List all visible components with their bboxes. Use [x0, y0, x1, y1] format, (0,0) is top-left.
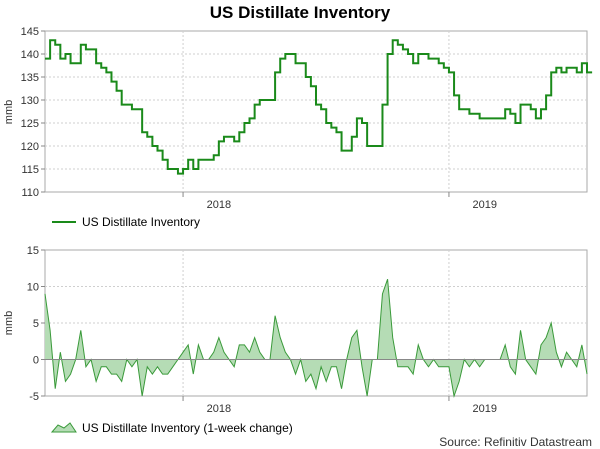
inventory-series-line: [45, 39, 593, 175]
y-tick-label: 15: [27, 245, 39, 257]
change-y-ticks: -5 0 5 10 15: [27, 245, 45, 403]
y-tick-label: 125: [21, 118, 39, 130]
change-series-area: [45, 279, 587, 396]
x-tick-label: 2019: [472, 199, 496, 211]
inventory-x-ticks: 2018 2019: [182, 192, 497, 211]
inventory-chart: 110 115 120 125 130 135 140 145 2018 2019 mmb: [3, 26, 593, 211]
y-tick-label: 120: [21, 141, 39, 153]
inventory-gridlines: [45, 31, 587, 192]
y-tick-label: 140: [21, 49, 39, 61]
y-tick-label: 5: [33, 318, 39, 330]
change-x-ticks: 2018 2019: [182, 396, 497, 415]
inventory-y-ticks: 110 115 120 125 130 135 140 145: [21, 26, 45, 199]
y-tick-label: 10: [27, 282, 39, 294]
y-tick-label: 115: [21, 164, 39, 176]
inventory-legend-label: US Distillate Inventory: [82, 215, 200, 229]
y-tick-label: 135: [21, 72, 39, 84]
change-y-axis-label: mmb: [3, 311, 15, 335]
inventory-plot-area: [44, 30, 588, 193]
change-gridlines: [45, 250, 587, 396]
x-tick-label: 2018: [207, 403, 231, 415]
x-tick-label: 2019: [472, 403, 496, 415]
y-tick-label: 0: [33, 355, 39, 367]
change-legend: US Distillate Inventory (1-week change): [50, 421, 293, 435]
change-legend-label: US Distillate Inventory (1-week change): [82, 421, 293, 435]
y-tick-label: 130: [21, 95, 39, 107]
source-note: Source: Refinitiv Datastream: [439, 435, 592, 449]
chart-title: US Distillate Inventory: [210, 3, 391, 22]
change-chart: -5 0 5 10 15 2018 2019 mmb: [3, 245, 588, 415]
inventory-y-axis-label: mmb: [3, 100, 15, 124]
y-tick-label: -5: [29, 391, 39, 403]
inventory-legend: US Distillate Inventory: [52, 215, 200, 229]
y-tick-label: 145: [21, 26, 39, 38]
x-tick-label: 2018: [207, 199, 231, 211]
change-legend-swatch: [50, 422, 77, 433]
y-tick-label: 110: [21, 187, 39, 199]
